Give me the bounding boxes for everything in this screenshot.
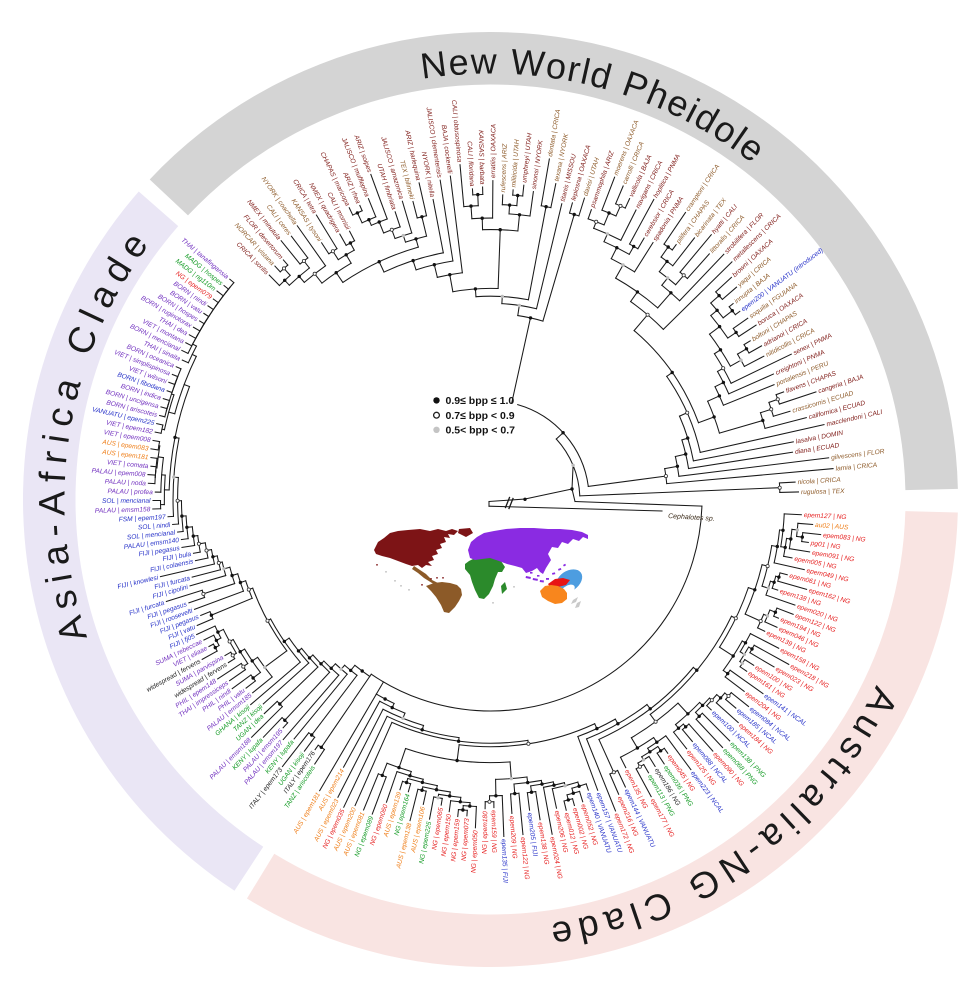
svg-text:Cephalotes sp.: Cephalotes sp. — [668, 513, 715, 523]
svg-text:PALAU | profea: PALAU | profea — [107, 488, 153, 496]
svg-text:epem209 | NG: epem209 | NG — [508, 816, 518, 859]
svg-text:NG | epem159: NG | epem159 — [450, 818, 461, 862]
svg-text:FSM | epem197: FSM | epem197 — [119, 514, 166, 524]
svg-text:epem135 | FIJI: epem135 | FIJI — [500, 839, 509, 883]
svg-text:rufescens | ARIZ: rufescens | ARIZ — [500, 143, 509, 193]
svg-text:au02 | AUS: au02 | AUS — [815, 522, 849, 532]
svg-text:rugulosa | TEX: rugulosa | TEX — [801, 488, 845, 496]
svg-text:lamia | CRICA: lamia | CRICA — [835, 462, 878, 473]
svg-text:PALAU | emsm158: PALAU | emsm158 — [95, 506, 151, 515]
svg-text:NG | epem050: NG | epem050 — [471, 830, 480, 873]
svg-text:NG | epem180: NG | epem180 — [482, 811, 490, 854]
svg-text:epem127 | NG: epem127 | NG — [804, 512, 847, 521]
svg-text:erratilis | OAXACA: erratilis | OAXACA — [490, 123, 497, 178]
svg-text:pg01 | NG: pg01 | NG — [809, 540, 841, 551]
svg-text:epem122 | NG: epem122 | NG — [519, 837, 530, 880]
svg-text:PALAU | noda: PALAU | noda — [105, 478, 147, 487]
svg-text:nicola | CRICA: nicola | CRICA — [797, 477, 841, 487]
svg-text:epem083 | NG: epem083 | NG — [823, 532, 866, 544]
svg-text:militicida | UTAH: militicida | UTAH — [511, 139, 522, 188]
svg-text:epem159 | NG: epem159 | NG — [490, 810, 497, 853]
svg-text:CALI | floridana: CALI | floridana — [465, 141, 475, 187]
svg-text:0.5< bpp < 0.7: 0.5< bpp < 0.7 — [446, 424, 516, 436]
svg-text:KANSAS | barbata: KANSAS | barbata — [477, 130, 485, 185]
svg-text:SOL | mencianal: SOL | mencianal — [102, 498, 151, 505]
svg-text:0.9≤ bpp ≤ 1.0: 0.9≤ bpp ≤ 1.0 — [446, 395, 515, 407]
svg-text:SOL | nindi: SOL | nindi — [138, 522, 171, 532]
svg-text:VIET | comata: VIET | comata — [107, 459, 149, 470]
svg-text:PALAU | epem008: PALAU | epem008 — [91, 468, 146, 479]
svg-text:NG | epem073: NG | epem073 — [461, 818, 471, 861]
svg-text:0.7≤ bpp < 0.9: 0.7≤ bpp < 0.9 — [446, 410, 515, 422]
